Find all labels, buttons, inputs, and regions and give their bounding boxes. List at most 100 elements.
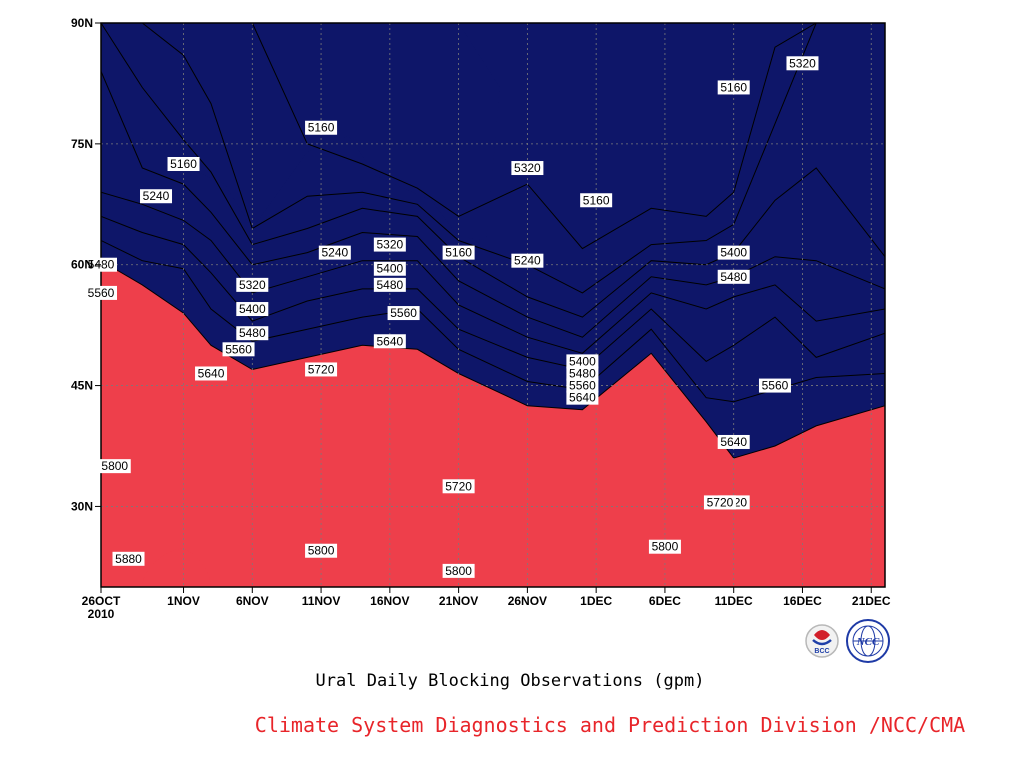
x-tick-label-1: 1NOV (167, 594, 200, 608)
svg-text:5320: 5320 (239, 278, 266, 292)
contour-label-24: 5320 (511, 161, 544, 176)
svg-text:5400: 5400 (569, 354, 596, 368)
contour-label-26: 5480 (566, 366, 599, 381)
svg-text:5560: 5560 (88, 286, 115, 300)
svg-text:5800: 5800 (101, 459, 128, 473)
svg-text:5480: 5480 (569, 366, 596, 380)
svg-text:5880: 5880 (115, 552, 142, 566)
svg-text:5640: 5640 (198, 366, 225, 380)
contour-label-15: 5320 (373, 237, 406, 252)
svg-text:5320: 5320 (514, 161, 541, 175)
x-tick-label-5: 21NOV (439, 594, 478, 608)
svg-text:5640: 5640 (720, 435, 747, 449)
contour-label-22: 5160 (580, 193, 613, 208)
contour-label-6: 5400 (236, 302, 269, 317)
svg-text:5800: 5800 (652, 540, 679, 554)
contour-label-8: 5560 (222, 342, 255, 357)
contour-line-5400 (101, 191, 885, 354)
contour-label-0: 5160 (167, 157, 200, 171)
contour-label-4: 5560 (85, 285, 117, 300)
svg-text:5400: 5400 (239, 302, 266, 316)
contour-label-27: 5560 (566, 378, 599, 393)
contour-label-7: 5480 (236, 326, 269, 341)
contour-label-11: 5800 (98, 459, 131, 474)
contour-line-5720 (101, 23, 885, 250)
x-tick-label-10: 16DEC (783, 594, 822, 608)
logo-ncc: NCC (846, 619, 890, 663)
svg-text:5720: 5720 (707, 495, 734, 509)
svg-text:5800: 5800 (445, 564, 472, 578)
y-tick-label-4: 90N (71, 16, 93, 30)
contour-label-20: 5720 (442, 479, 475, 494)
contour-label-23: 5240 (511, 254, 544, 268)
svg-text:5560: 5560 (569, 379, 596, 393)
contour-label-25: 5400 (566, 354, 599, 369)
contour-line-5640 (101, 23, 885, 294)
contour-labels: 5160516052405480556053205400548055605640… (85, 56, 819, 578)
contour-label-1: 5160 (305, 120, 338, 135)
svg-text:5640: 5640 (569, 391, 596, 405)
svg-text:5480: 5480 (88, 258, 115, 272)
contour-label-16: 5400 (373, 261, 406, 276)
svg-text:5480: 5480 (239, 326, 266, 340)
contour-label-30: 5800 (442, 563, 475, 578)
svg-text:5720: 5720 (445, 479, 472, 493)
contour-label-14: 5240 (318, 245, 351, 260)
svg-text:5240: 5240 (514, 254, 541, 268)
contour-fill-bands (101, 23, 885, 587)
x-tick-label-8: 6DEC (649, 594, 681, 608)
contour-label-5: 5320 (236, 277, 269, 292)
svg-text:5640: 5640 (376, 334, 403, 348)
svg-text:5560: 5560 (225, 342, 252, 356)
svg-text:5480: 5480 (376, 278, 403, 292)
x-tick-label-7: 1DEC (580, 594, 612, 608)
svg-text:5560: 5560 (762, 379, 789, 393)
x-tick-label-2: 6NOV (236, 594, 269, 608)
x-axis: 26OCT 1NOV 6NOV 11NOV 16NOV 21NOV 26NOV 1DEC 6DE… (82, 587, 891, 621)
contour-label-31: 5160 (717, 80, 750, 95)
contour-label-37: 5720 (703, 495, 736, 510)
svg-text:5160: 5160 (308, 121, 335, 135)
contour-label-12: 5880 (112, 551, 145, 566)
svg-text:5160: 5160 (583, 193, 610, 207)
contour-label-34: 5480 (717, 269, 750, 284)
y-tick-label-1: 45N (71, 379, 93, 393)
contour-label-18: 5560 (387, 306, 420, 321)
contour-label-32: 5320 (786, 56, 819, 71)
x-tick-label-3: 11NOV (302, 594, 341, 608)
contour-label-19: 5640 (373, 334, 406, 349)
contour-label-28: 5640 (566, 390, 599, 405)
contour-label-9: 5640 (195, 366, 228, 381)
svg-text:5560: 5560 (390, 306, 417, 320)
contour-label-33: 5400 (717, 245, 750, 260)
contour-label-2: 5240 (140, 189, 173, 204)
plot-frame (100, 22, 886, 588)
svg-text:5160: 5160 (445, 246, 472, 260)
y-tick-label-3: 75N (71, 137, 93, 151)
logo-bcc-text: BCC (814, 648, 829, 655)
svg-text:5240: 5240 (143, 189, 170, 203)
svg-text:5720: 5720 (308, 362, 335, 376)
y-tick-label-2: 60N (71, 258, 93, 272)
contour-label-38: 5800 (648, 539, 681, 554)
x-tick-label-0: 26OCT (82, 594, 121, 608)
contour-label-36: 5640 (717, 434, 750, 449)
svg-text:5160: 5160 (170, 157, 197, 171)
svg-text:5480: 5480 (720, 270, 747, 284)
svg-text:5800: 5800 (308, 544, 335, 558)
x-tick-label-6: 26NOV (508, 594, 547, 608)
logo-bcc: BCC (805, 624, 839, 658)
x-tick-label-11: 21DEC (852, 594, 891, 608)
contour-label-13: 5160 (442, 245, 475, 260)
svg-text:5400: 5400 (720, 246, 747, 260)
svg-text:5400: 5400 (376, 262, 403, 276)
band-5880-cell (142, 548, 212, 587)
chart-title: Ural Daily Blocking Observations (gpm) (315, 671, 705, 691)
x-tick-label-4: 16NOV (370, 594, 409, 608)
svg-text:5320: 5320 (376, 238, 403, 252)
contour-label-35: 5560 (758, 378, 791, 393)
y-tick-label-0: 30N (71, 499, 93, 513)
x-year-label: 2010 (88, 607, 115, 621)
contour-label-17: 5480 (373, 277, 406, 292)
